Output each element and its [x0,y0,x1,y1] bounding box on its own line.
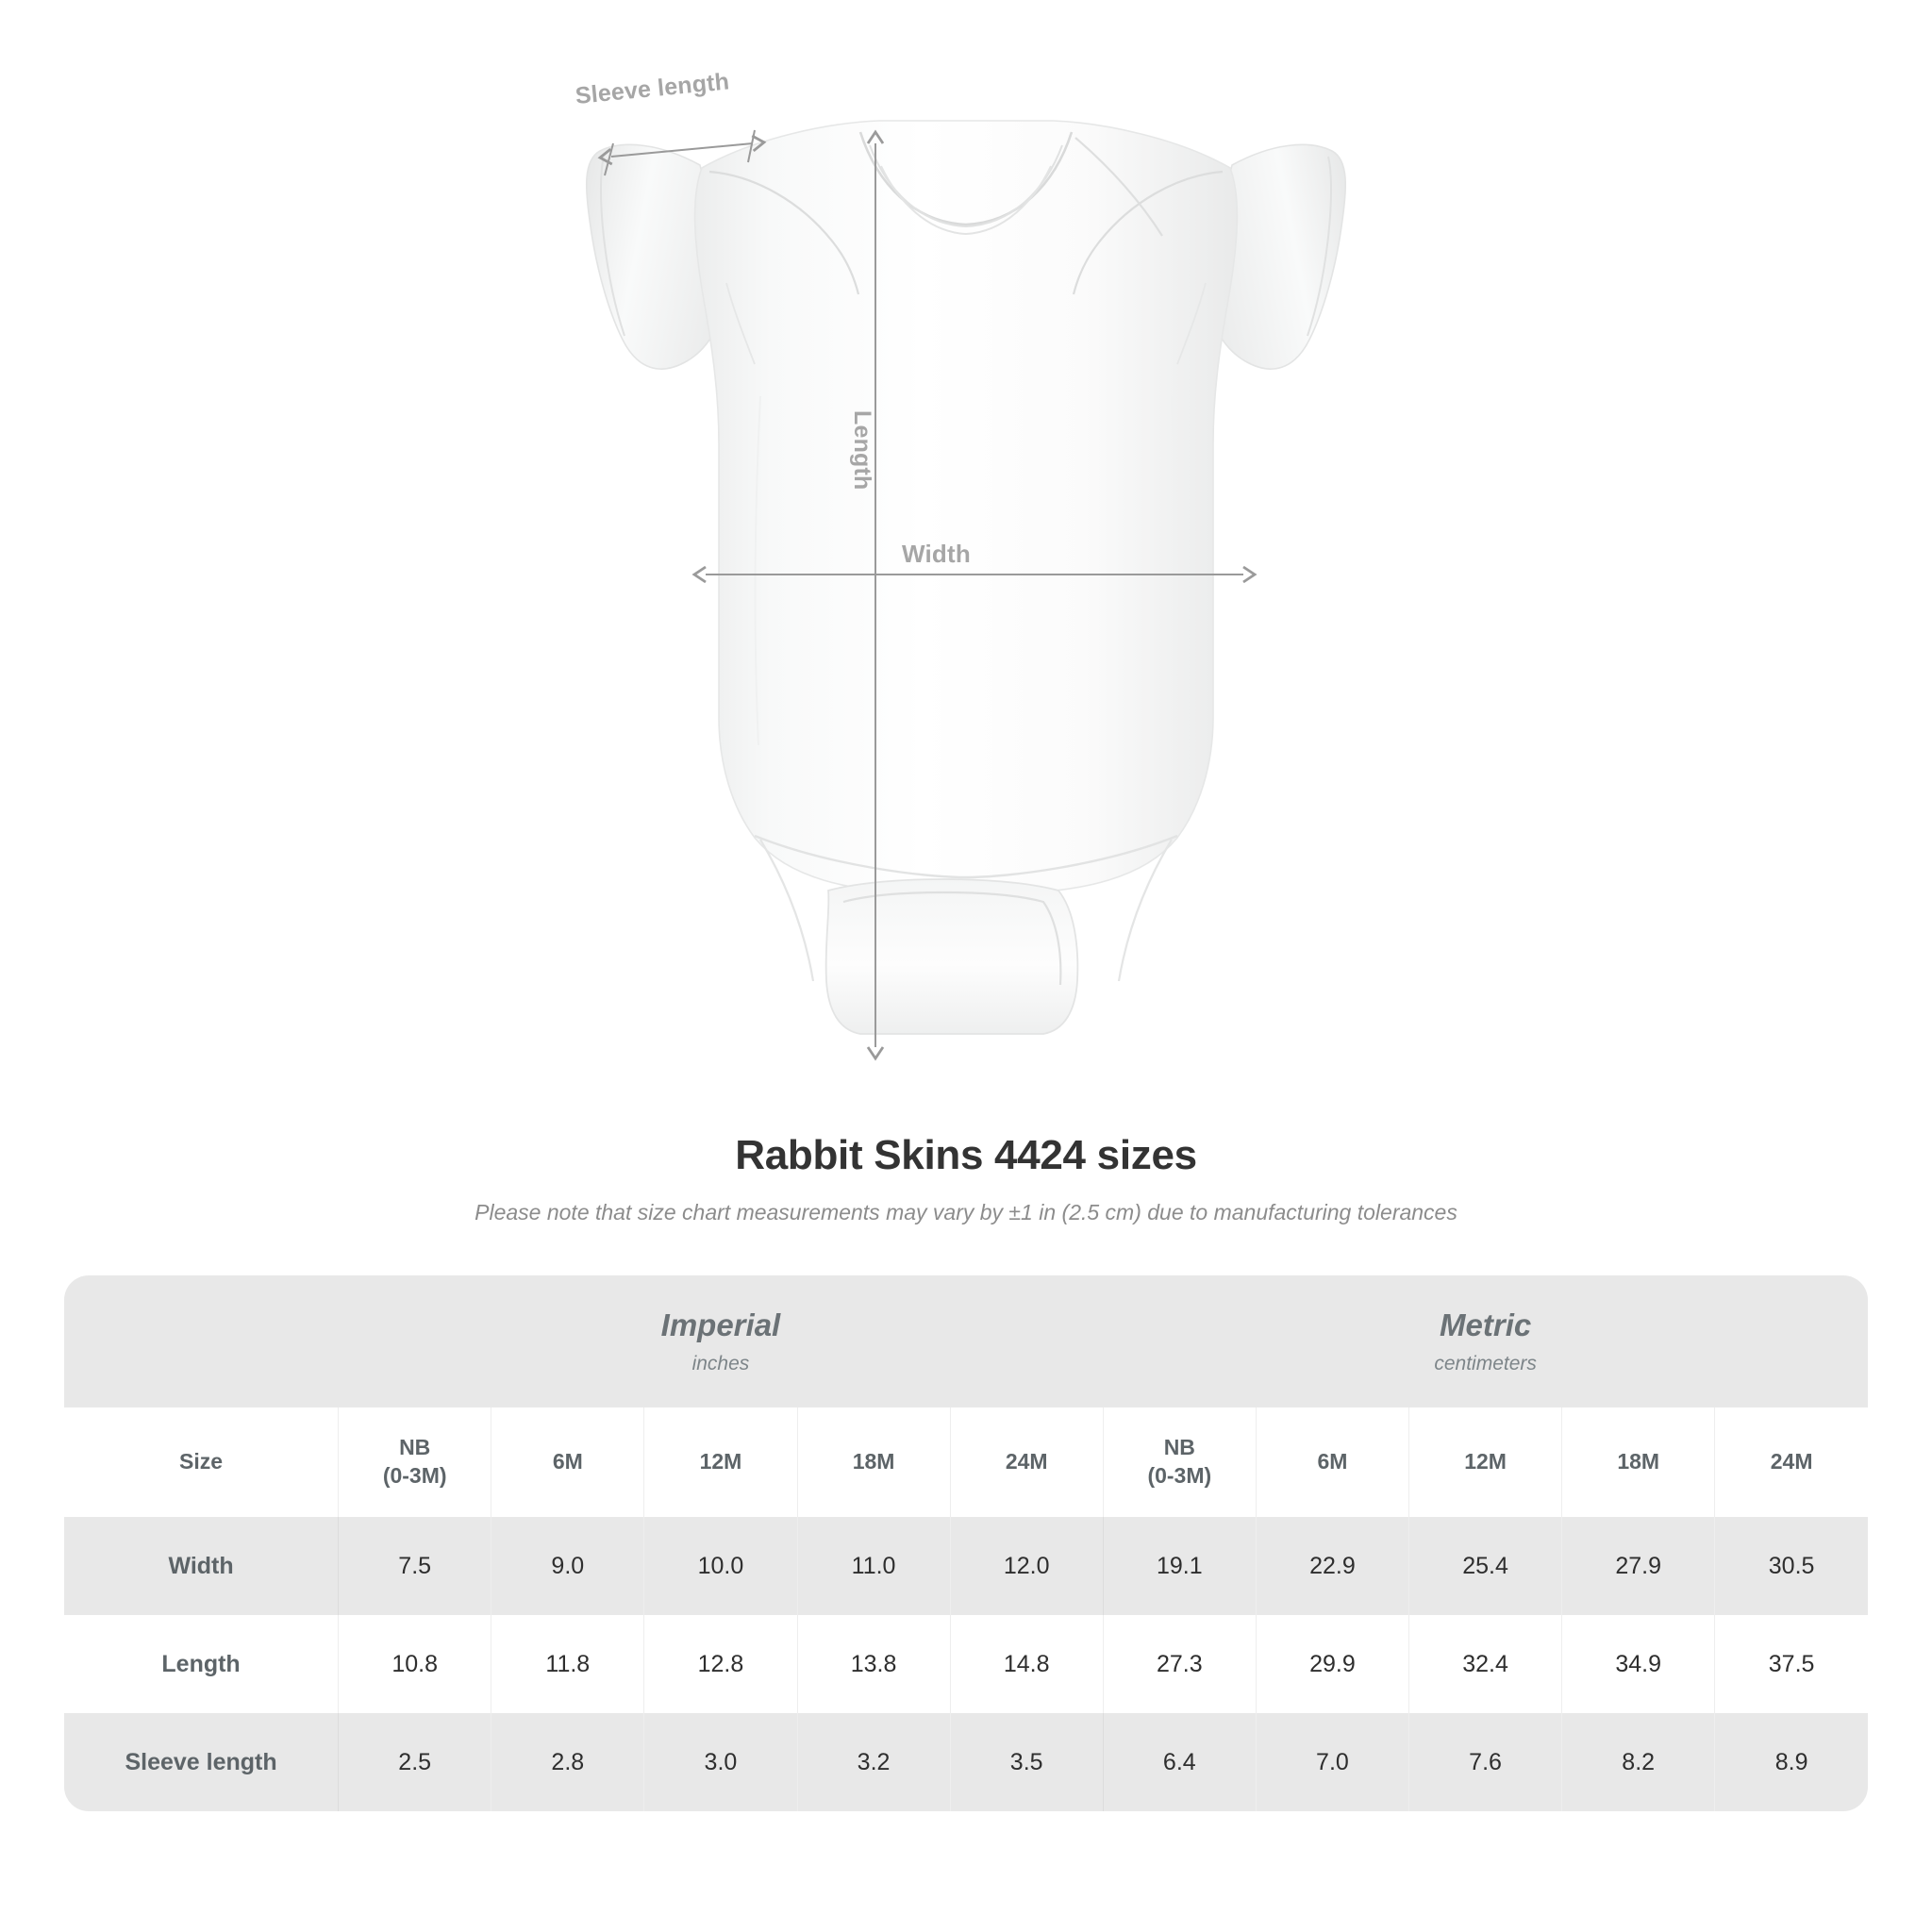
header-col-imperial-24m: 24M [949,1407,1104,1517]
cell-width-metric-6m: 22.9 [1255,1517,1409,1615]
size-table: Imperial inches Metric centimeters Size … [64,1275,1868,1811]
table-row: Width 7.5 9.0 10.0 11.0 12.0 19.1 22.9 2… [64,1517,1868,1615]
row-label-length: Length [64,1615,339,1713]
cell-length-imperial-6m: 11.8 [491,1615,644,1713]
cell-length-metric-18m: 34.9 [1561,1615,1715,1713]
cell-width-metric-12m: 25.4 [1407,1517,1562,1615]
header-size-label: Size [64,1407,339,1517]
cell-length-imperial-12m: 12.8 [643,1615,797,1713]
cell-length-imperial-nb: 10.8 [338,1615,491,1713]
cell-sleeve-imperial-12m: 3.0 [643,1713,797,1811]
header-col-metric-24m: 24M [1714,1407,1868,1517]
cell-sleeve-imperial-nb: 2.5 [338,1713,491,1811]
unit-corner-cell [64,1275,339,1407]
cell-sleeve-imperial-24m: 3.5 [949,1713,1104,1811]
cell-width-metric-nb: 19.1 [1102,1517,1257,1615]
row-label-width: Width [64,1517,339,1615]
cell-sleeve-metric-12m: 7.6 [1407,1713,1562,1811]
cell-length-metric-6m: 29.9 [1255,1615,1409,1713]
cell-length-imperial-24m: 14.8 [949,1615,1104,1713]
cell-width-metric-18m: 27.9 [1561,1517,1715,1615]
header-line2: (0-3M) [382,1463,447,1488]
header-col-imperial-nb: NB (0-3M) [338,1407,491,1517]
cell-sleeve-imperial-6m: 2.8 [491,1713,644,1811]
garment-illustration: Sleeve length Width Length [575,68,1347,1061]
unit-group-imperial: Imperial inches [338,1275,1104,1407]
header-col-metric-18m: 18M [1561,1407,1715,1517]
unit-group-metric: Metric centimeters [1103,1275,1868,1407]
unit-sub-metric: centimeters [1434,1352,1537,1374]
cell-length-metric-24m: 37.5 [1714,1615,1868,1713]
cell-length-metric-12m: 32.4 [1407,1615,1562,1713]
row-label-sleeve-length: Sleeve length [64,1713,339,1811]
header-line1: NB [1163,1435,1195,1460]
cell-width-imperial-6m: 9.0 [491,1517,644,1615]
cell-width-metric-24m: 30.5 [1714,1517,1868,1615]
cell-width-imperial-nb: 7.5 [338,1517,491,1615]
cell-sleeve-metric-18m: 8.2 [1561,1713,1715,1811]
header-col-imperial-18m: 18M [796,1407,951,1517]
tolerance-note: Please note that size chart measurements… [475,1200,1457,1224]
header-line2: (0-3M) [1147,1463,1212,1488]
cell-width-imperial-18m: 11.0 [796,1517,951,1615]
size-table-container: Imperial inches Metric centimeters Size … [64,1275,1868,1811]
header-col-imperial-6m: 6M [491,1407,644,1517]
cell-sleeve-metric-6m: 7.0 [1255,1713,1409,1811]
unit-name-metric: Metric [1440,1307,1532,1343]
header-col-metric-6m: 6M [1255,1407,1409,1517]
width-annotation: Width [902,540,971,568]
cell-length-metric-nb: 27.3 [1102,1615,1257,1713]
cell-sleeve-metric-nb: 6.4 [1102,1713,1257,1811]
cell-length-imperial-18m: 13.8 [796,1615,951,1713]
unit-name-imperial: Imperial [660,1307,781,1343]
header-line1: NB [399,1435,431,1460]
page-title: Rabbit Skins 4424 sizes [735,1132,1197,1178]
cell-sleeve-metric-24m: 8.9 [1714,1713,1868,1811]
unit-sub-imperial: inches [691,1352,750,1374]
cell-sleeve-imperial-18m: 3.2 [796,1713,951,1811]
table-row: Length 10.8 11.8 12.8 13.8 14.8 27.3 29.… [64,1615,1868,1713]
dimension-lines [597,129,1257,1061]
bodysuit-graphic [585,120,1347,1035]
sleeve-arrow [597,134,767,166]
length-annotation: Length [849,410,875,491]
cell-width-imperial-24m: 12.0 [949,1517,1104,1615]
unit-header-row: Imperial inches Metric centimeters [64,1275,1868,1407]
table-row: Sleeve length 2.5 2.8 3.0 3.2 3.5 6.4 7.… [64,1713,1868,1811]
size-header-row: Size NB (0-3M) 6M 12M 18M 24M NB (0-3M) … [64,1407,1868,1517]
header-col-metric-nb: NB (0-3M) [1102,1407,1257,1517]
title-block: Rabbit Skins 4424 sizes Please note that… [0,1132,1932,1225]
header-col-metric-12m: 12M [1407,1407,1562,1517]
header-col-imperial-12m: 12M [643,1407,797,1517]
cell-width-imperial-12m: 10.0 [643,1517,797,1615]
